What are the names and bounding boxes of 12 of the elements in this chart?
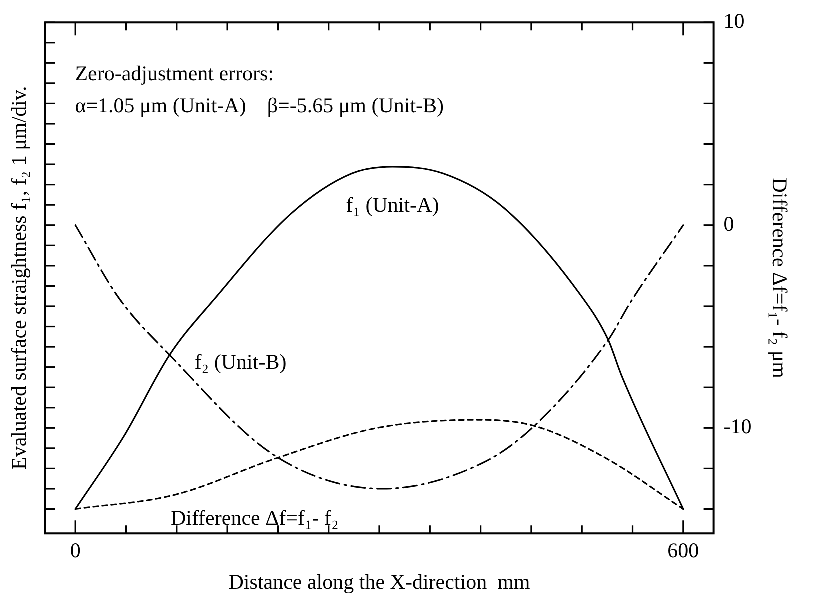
y-axis-title: Evaluated surface straightness f₁, f₂ 1 μm/div. [7,86,32,470]
series-label: f₁ (Unit-A) [346,192,440,217]
y2-tick-label: 10 [724,9,745,34]
series-label: Difference Δf=f₁- f₂ [170,506,339,530]
y2-tick-label: 0 [724,212,734,236]
annotation: Zero-adjustment errors: [75,62,274,86]
y2-tick-label: -10 [724,414,752,439]
y2-axis-title: Difference Δf=f₁- f₂ μm [768,178,792,378]
annotation: α=1.05 μm (Unit-A) β=-5.65 μm (Unit-B) [75,94,444,118]
series-label: f₂ (Unit-B) [194,350,287,374]
x-tick-label: 600 [668,538,700,563]
x-axis-title: Distance along the X-direction mm [228,570,530,594]
